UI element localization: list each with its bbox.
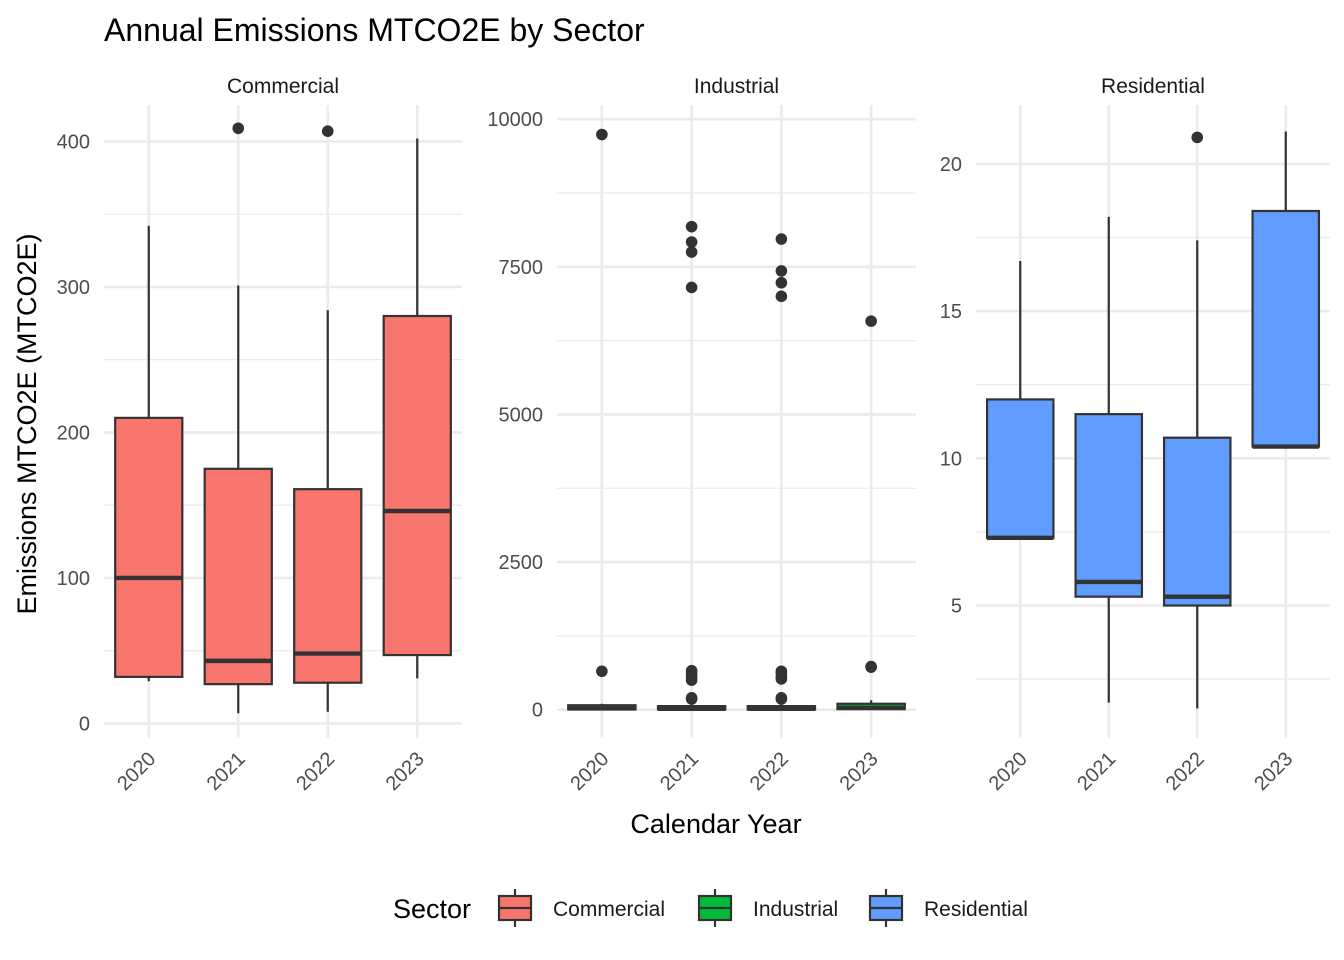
- facet-industrial: Industrial 0 2500 5000 7500 10000 2020 2021 2022…: [487, 75, 916, 795]
- box-2021: [203, 122, 273, 714]
- box-2021: [1074, 216, 1144, 703]
- y-tick-label: 0: [79, 713, 90, 735]
- outlier-point: [685, 246, 698, 258]
- legend-entry-industrial: Industrial: [697, 889, 838, 927]
- outlier-point: [596, 665, 608, 678]
- outlier-point: [865, 315, 877, 327]
- outlier-point: [775, 290, 788, 303]
- y-tick-label: 20: [940, 154, 962, 176]
- x-tick-label: 2021: [203, 748, 250, 795]
- y-axis-label: Emissions MTCO2E (MTCO2E): [12, 233, 42, 614]
- box-2020: [114, 225, 184, 682]
- outlier-point: [685, 220, 698, 233]
- x-tick-label: 2023: [1250, 748, 1297, 795]
- outlier-point: [685, 281, 698, 294]
- y-tick-label: 2500: [499, 552, 544, 574]
- box-2022: [1162, 131, 1232, 709]
- box-body: [382, 314, 452, 657]
- outlier-point: [321, 125, 334, 137]
- y-tick-label: 300: [57, 277, 90, 299]
- x-tick-label: 2023: [382, 748, 429, 795]
- outlier-point: [775, 276, 788, 289]
- y-tick-label: 7500: [499, 257, 544, 279]
- legend-title: Sector: [393, 894, 471, 924]
- box-2023: [1251, 131, 1321, 449]
- y-tick-label: 5000: [499, 404, 544, 426]
- outlier-point: [775, 233, 788, 245]
- legend-entry-commercial: Commercial: [497, 889, 665, 927]
- outlier-point: [685, 236, 698, 248]
- box-2022: [746, 233, 817, 711]
- legend-entry-residential: Residential: [868, 889, 1028, 927]
- box-body: [1162, 436, 1232, 607]
- outlier-point: [596, 128, 608, 141]
- legend: Sector Commercial Industrial Residential: [393, 889, 1028, 927]
- facet-commercial: Commercial 0 100 200 300 400 2020 2021 2022 2023: [57, 75, 462, 795]
- outlier-point: [1191, 131, 1204, 144]
- x-tick-label: 2022: [746, 748, 793, 795]
- x-tick-label: 2022: [1162, 748, 1209, 795]
- y-tick-label: 0: [532, 700, 543, 722]
- y-tick-label: 400: [57, 131, 90, 153]
- box-body: [114, 416, 184, 678]
- box-2023: [382, 138, 452, 679]
- chart-title: Annual Emissions MTCO2E by Sector: [104, 12, 645, 48]
- outlier-point: [232, 122, 245, 135]
- outlier-point: [685, 692, 698, 704]
- facet-strip-label: Residential: [1101, 75, 1205, 98]
- outlier-point: [775, 692, 788, 704]
- facet-strip-label: Commercial: [227, 75, 339, 98]
- y-tick-label: 10: [940, 448, 962, 470]
- x-tick-label: 2022: [292, 748, 339, 795]
- box-body: [1251, 209, 1321, 448]
- legend-entry-label: Residential: [924, 898, 1028, 921]
- legend-entry-label: Commercial: [553, 898, 665, 921]
- box-2020: [985, 261, 1055, 540]
- x-tick-label: 2021: [1073, 748, 1120, 795]
- x-tick-label: 2020: [985, 748, 1032, 795]
- y-tick-label: 100: [57, 568, 90, 590]
- box-2020: [567, 128, 637, 711]
- outlier-point: [685, 664, 698, 677]
- outlier-point: [775, 265, 788, 277]
- box-body: [293, 488, 363, 684]
- box-body: [985, 398, 1055, 539]
- y-tick-label: 15: [940, 301, 962, 323]
- x-tick-label: 2020: [566, 748, 613, 795]
- box-body: [203, 467, 273, 686]
- x-axis-label: Calendar Year: [630, 809, 801, 839]
- facet-strip-label: Industrial: [694, 75, 779, 98]
- x-tick-label: 2021: [656, 748, 703, 795]
- x-tick-label: 2023: [836, 748, 883, 795]
- box-2021: [656, 220, 727, 711]
- box-body: [1074, 413, 1144, 598]
- y-tick-label: 200: [57, 422, 90, 444]
- y-tick-label: 5: [951, 596, 962, 618]
- y-tick-label: 10000: [487, 109, 543, 131]
- box-2022: [293, 125, 363, 712]
- outlier-point: [865, 660, 877, 673]
- x-tick-label: 2020: [113, 748, 160, 795]
- outlier-point: [775, 665, 788, 678]
- box-2023: [836, 315, 906, 711]
- legend-entry-label: Industrial: [753, 898, 838, 921]
